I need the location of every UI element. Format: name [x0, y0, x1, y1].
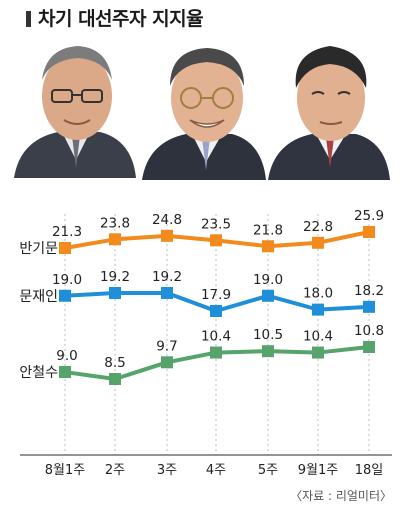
data-point — [59, 289, 71, 302]
data-label: 22.8 — [303, 219, 333, 235]
data-point — [59, 242, 71, 254]
data-point — [262, 345, 274, 358]
data-point — [161, 229, 173, 242]
portraits — [14, 46, 390, 180]
data-label: 19.0 — [52, 272, 82, 288]
data-label: 19.2 — [152, 269, 182, 285]
data-point — [109, 287, 121, 299]
x-tick-label: 9월1주 — [298, 463, 339, 478]
data-label: 10.4 — [201, 329, 231, 345]
source-note: 〈자료 : 리얼미터〉 — [290, 489, 392, 503]
data-label: 21.3 — [52, 224, 82, 240]
x-tick-label: 3주 — [157, 463, 177, 478]
x-tick-label: 5주 — [258, 463, 278, 478]
data-point — [161, 356, 173, 369]
data-point — [59, 366, 71, 379]
x-tick-label: 4주 — [206, 463, 226, 478]
data-point — [312, 346, 324, 359]
data-point — [210, 305, 222, 317]
data-point — [109, 233, 121, 246]
chart-title: 차기 대선주자 지지율 — [38, 8, 204, 30]
data-point — [312, 303, 324, 316]
portrait-2 — [142, 48, 266, 180]
x-tick-label: 2주 — [105, 463, 125, 478]
series-name: 안철수 — [19, 365, 58, 381]
data-label: 10.4 — [303, 329, 333, 345]
data-label: 23.8 — [100, 215, 130, 231]
data-label: 8.5 — [104, 355, 125, 371]
data-label: 23.5 — [201, 216, 231, 232]
data-label: 25.9 — [354, 208, 384, 224]
portrait-3 — [268, 46, 390, 180]
data-point — [363, 341, 375, 353]
data-label: 10.8 — [354, 323, 384, 339]
title-marker — [26, 11, 31, 27]
data-point — [363, 300, 375, 313]
data-point — [262, 240, 274, 253]
series-name: 문재인 — [19, 289, 58, 305]
data-point — [109, 373, 121, 385]
data-label: 18.0 — [303, 286, 333, 302]
data-label: 24.8 — [152, 212, 182, 228]
data-label: 19.2 — [100, 269, 130, 285]
data-point — [312, 236, 324, 249]
x-tick-label: 18일 — [355, 463, 384, 478]
data-point — [161, 287, 173, 299]
data-label: 9.7 — [156, 338, 177, 354]
data-point — [262, 289, 274, 302]
data-label: 10.5 — [253, 327, 283, 343]
portrait-1 — [14, 46, 136, 178]
x-tick-label: 8월1주 — [45, 463, 86, 478]
data-label: 17.9 — [201, 287, 231, 303]
data-label: 19.0 — [253, 272, 283, 288]
series-name: 반기문 — [19, 241, 58, 257]
data-label: 9.0 — [56, 348, 77, 364]
data-point — [210, 234, 222, 247]
data-label: 18.2 — [354, 283, 384, 299]
data-point — [363, 226, 375, 238]
data-point — [210, 346, 222, 359]
data-label: 21.8 — [253, 222, 283, 238]
